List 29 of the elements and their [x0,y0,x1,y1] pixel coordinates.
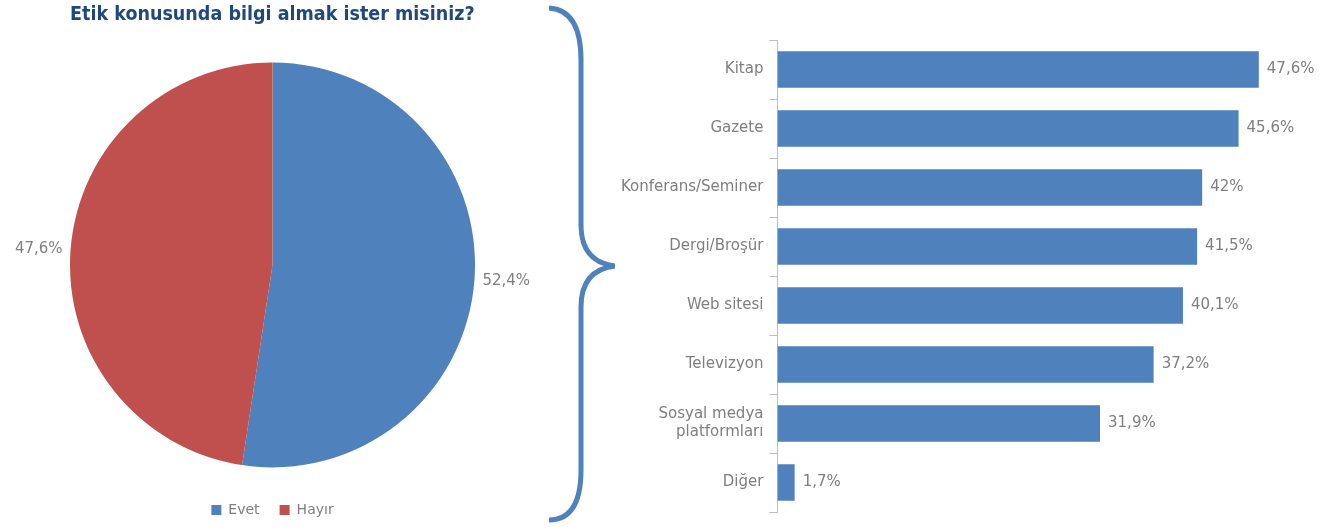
y-tick-label: Diğer [722,472,765,491]
data-label: 1,7% [802,472,841,491]
bar [777,346,1154,383]
data-label: 42% [1210,177,1244,196]
data-label: 37,2% [1161,354,1210,373]
y-tick-label: Dergi/Broşür [669,236,765,255]
y-tick-label: Gazete [710,118,764,137]
y-tick-label: Televizyon [684,354,764,373]
data-label: 40,1% [1190,295,1239,314]
bar [777,110,1239,147]
bar [777,405,1101,442]
y-tick-label: Kitap [724,59,764,78]
bar [777,228,1198,265]
data-label: 47,6% [14,238,63,257]
legend-label: Hayır [296,500,334,517]
data-label: 52,4% [482,270,531,289]
data-label: 47,6% [1266,59,1315,78]
data-label: 45,6% [1246,118,1295,137]
bar [777,51,1259,88]
y-tick-label: Konferans/Seminer [621,177,765,196]
y-tick-label: Sosyal medya platformları [658,404,764,441]
legend-label: Evet [228,500,261,517]
chart-title: Etik konusunda bilgi almak ister misiniz? [70,2,475,25]
bar [777,464,795,501]
y-tick-label: Web sitesi [686,295,764,314]
data-label: 41,5% [1205,236,1253,255]
data-label: 31,9% [1108,413,1156,432]
bar [777,287,1183,324]
bar [777,169,1203,206]
